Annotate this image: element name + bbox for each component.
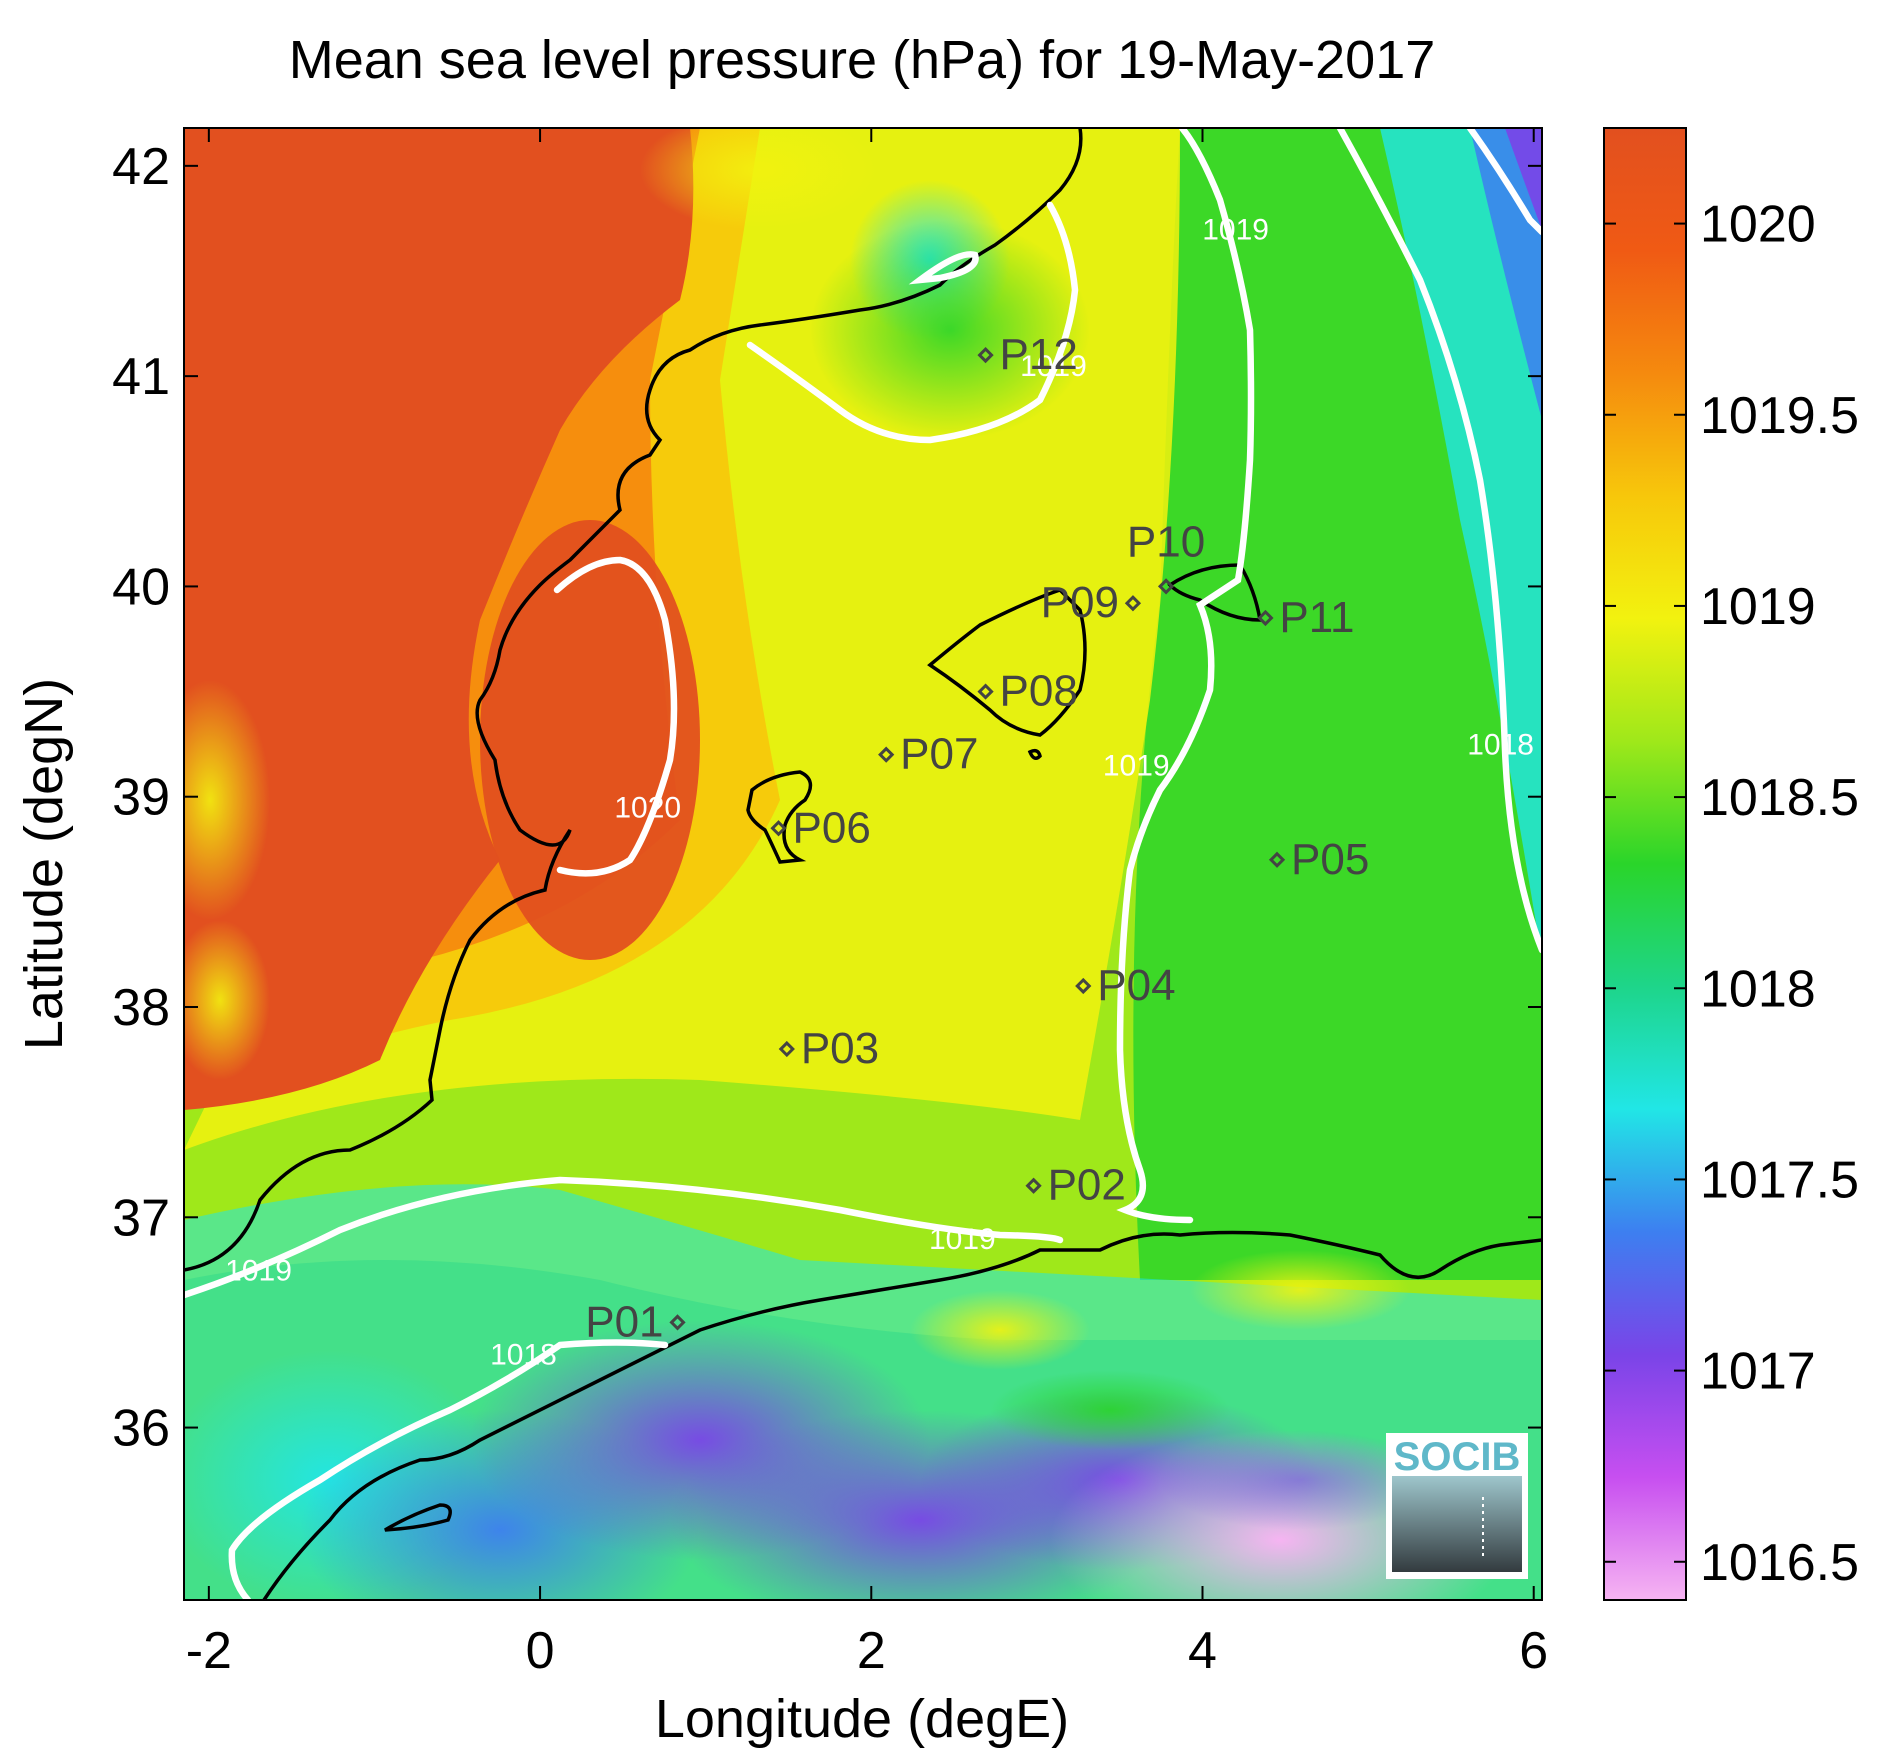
pressure-field	[184, 128, 1542, 1600]
contour-1019-north	[746, 201, 1079, 444]
colorbar-ticks: 1020 1019.5 1019 1018.5 1018 1017.5 1017 1016.5	[1604, 196, 1859, 1592]
point-marker	[977, 346, 994, 364]
colorbar-tick-label: 1019.5	[1700, 387, 1859, 445]
north-african-coastline	[262, 1230, 1542, 1600]
x-tick-label: 4	[1188, 1622, 1217, 1680]
contour-label: 1019	[929, 1223, 996, 1256]
y-axis-label: Latitude (degN)	[14, 678, 74, 1050]
socib-logo: SOCIB	[1386, 1433, 1528, 1579]
contour-label: 1018	[490, 1338, 557, 1371]
contour-labels: 1020 1019 1019 1019 1019 1019 1018 1018	[225, 213, 1534, 1371]
contour-label: 1019	[1202, 213, 1269, 246]
contour-1018-northeast	[1466, 128, 1542, 236]
plot-frame	[183, 127, 1543, 1601]
x-tick-label: -2	[186, 1622, 232, 1680]
x-tick-label: 0	[526, 1622, 555, 1680]
x-axis-ticks: -2 0 2 4 6	[186, 128, 1548, 1680]
point-marker	[1124, 595, 1142, 612]
contour-label: 1019	[225, 1254, 292, 1287]
alboran-island	[384, 1503, 452, 1532]
contour-label: 1019	[1020, 350, 1087, 383]
point-label: P05	[1291, 835, 1369, 884]
ibiza	[746, 770, 813, 864]
contour-label: 1020	[614, 792, 681, 825]
cabrera	[1027, 748, 1042, 760]
colorbar-tick-label: 1018	[1700, 960, 1816, 1018]
contour-1019-east	[1116, 128, 1255, 1224]
point-marker	[878, 746, 895, 763]
x-tick-label: 6	[1519, 1622, 1548, 1680]
coastlines	[184, 128, 1542, 1600]
point-label: P08	[1000, 667, 1078, 716]
point-marker	[1257, 609, 1274, 627]
colorbar-tick-label: 1019	[1700, 578, 1816, 636]
colorbar-tick-label: 1018.5	[1700, 769, 1859, 827]
socib-logo-text: SOCIB	[1394, 1435, 1521, 1479]
y-tick-label: 36	[112, 1400, 170, 1458]
point-label: P06	[793, 803, 871, 852]
contour-1019-south	[184, 1176, 1064, 1299]
point-label: P09	[1041, 578, 1119, 627]
point-label: P10	[1127, 517, 1205, 566]
y-tick-label: 41	[112, 348, 170, 406]
point-marker	[977, 683, 994, 700]
point-label: P04	[1097, 961, 1175, 1010]
point-marker	[669, 1314, 686, 1331]
contour-1018-east	[1336, 128, 1542, 954]
map-title: Mean sea level pressure (hPa) for 19-May…	[289, 30, 1436, 90]
point-label: P11	[1279, 593, 1354, 642]
y-tick-label: 39	[112, 769, 170, 827]
colorbar-tick-label: 1017.5	[1700, 1151, 1859, 1209]
point-marker	[1075, 977, 1092, 995]
iberian-coastline	[184, 128, 1083, 1272]
y-tick-label: 38	[112, 979, 170, 1037]
x-tick-label: 2	[857, 1622, 886, 1680]
contour-lines	[184, 128, 1542, 1600]
y-tick-label: 40	[112, 558, 170, 616]
y-tick-label: 37	[112, 1189, 170, 1247]
mallorca	[927, 587, 1087, 737]
point-label: P03	[801, 1024, 879, 1073]
colorbar-tick-label: 1016.5	[1700, 1534, 1859, 1592]
point-label: P02	[1048, 1161, 1126, 1210]
contour-1020	[553, 556, 678, 877]
colorbar: 1020 1019.5 1019 1018.5 1018 1017.5 1017 1016.5	[1603, 127, 1859, 1601]
map-axes: -2 0 2 4 6 36 37 38 39 40 41 42 Longitude (degE) L…	[14, 127, 1548, 1749]
colorbar-tick-label: 1020	[1700, 196, 1816, 254]
point-marker	[778, 1040, 795, 1058]
x-axis-label: Longitude (degE)	[655, 1689, 1069, 1749]
point-marker	[1025, 1177, 1042, 1194]
point-label: P07	[900, 730, 978, 779]
colorbar-gradient	[1603, 127, 1687, 1601]
contour-label: 1019	[1103, 750, 1170, 783]
contour-1018-south	[228, 1339, 669, 1600]
colorbar-tick-label: 1017	[1700, 1343, 1816, 1401]
y-tick-label: 42	[112, 138, 170, 196]
point-marker	[1268, 851, 1286, 868]
point-marker	[770, 820, 787, 837]
point-label: P01	[585, 1297, 663, 1346]
point-marker	[1157, 578, 1175, 595]
contour-label: 1018	[1467, 729, 1534, 762]
contour-1019-west-of-menorca	[908, 251, 979, 285]
y-axis-ticks: 36 37 38 39 40 41 42	[112, 138, 1542, 1458]
point-label: P12	[1000, 330, 1078, 379]
